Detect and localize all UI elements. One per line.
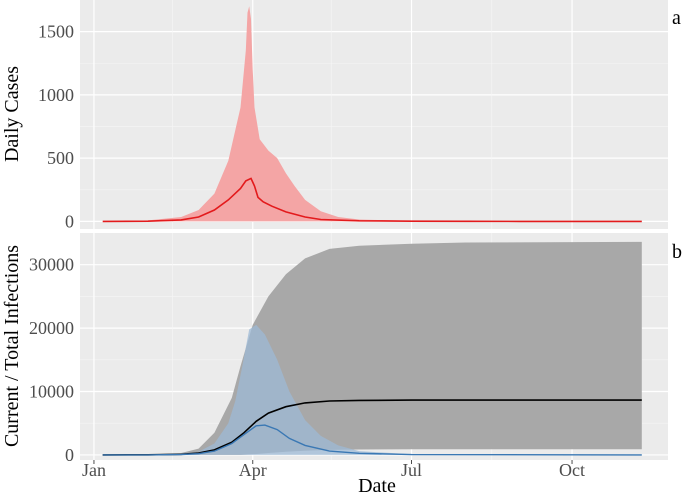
current-infections-band — [102, 324, 642, 455]
panel-b-infections: 0 10000 20000 30000 Jan Apr Jul Oct b — [29, 233, 682, 480]
panel-a-y-tick-labels: 0 500 1000 1500 — [38, 22, 74, 232]
x-axis-title-date: Date — [358, 475, 396, 497]
panel-a-y-tick-label: 1000 — [38, 85, 74, 105]
panel-a-y-tick-label: 1500 — [38, 22, 74, 42]
daily-cases-uncertainty-band — [102, 6, 642, 222]
panel-b-y-tick-label: 10000 — [29, 382, 74, 402]
panel-b-series — [102, 241, 642, 456]
panel-a-gridlines — [80, 0, 668, 229]
panel-b-y-tick-label: 30000 — [29, 255, 74, 275]
panel-a-daily-cases: 0 500 1000 1500 a — [38, 0, 681, 231]
x-tick-label: Jan — [82, 460, 106, 480]
current-infections-line — [102, 424, 642, 456]
daily-cases-median-line — [102, 177, 642, 223]
y-axis-title-daily-cases: Daily Cases — [1, 66, 23, 162]
panel-a-y-tick-label: 0 — [65, 211, 74, 231]
panel-a-series — [102, 6, 642, 223]
x-tick-label: Apr — [239, 460, 267, 480]
panel-a-background — [80, 0, 668, 229]
panel-b-x-tick-labels: Jan Apr Jul Oct — [82, 460, 585, 480]
panel-b-label: b — [672, 241, 682, 263]
panel-a-label: a — [672, 7, 681, 29]
panel-b-y-tick-labels: 0 10000 20000 30000 — [29, 255, 74, 465]
panel-b-y-tick-label: 0 — [65, 445, 74, 465]
panel-a-y-tick-label: 500 — [47, 148, 74, 168]
x-tick-label: Oct — [559, 460, 585, 480]
y-axis-title-infections: Current / Total Infections — [1, 245, 23, 447]
x-tick-label: Jul — [401, 460, 422, 480]
panel-b-y-tick-label: 20000 — [29, 318, 74, 338]
